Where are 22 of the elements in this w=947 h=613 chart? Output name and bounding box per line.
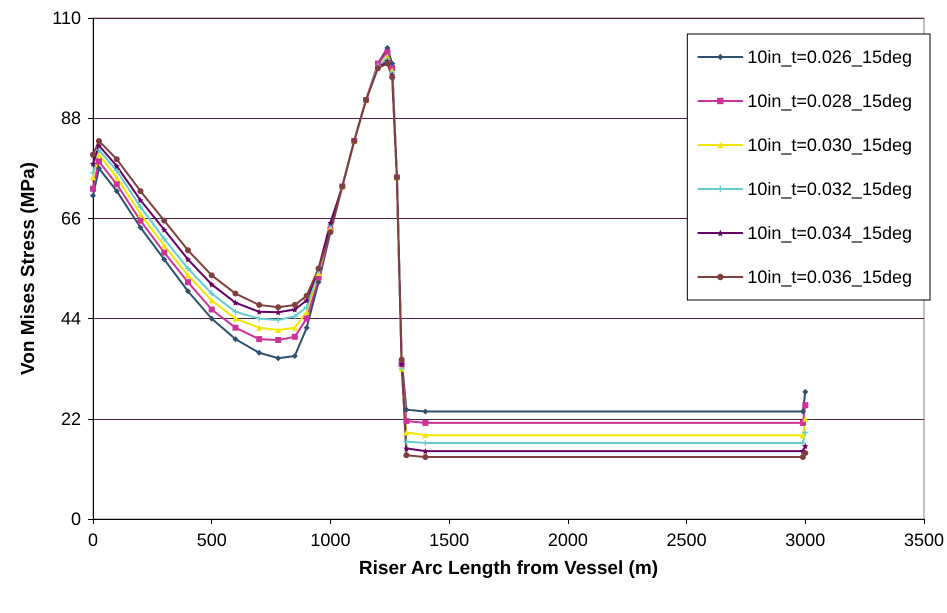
x-tick-label: 2500 [666,530,707,550]
x-tick-label: 1000 [310,530,350,550]
y-tick-label: 110 [52,8,81,28]
x-tick-label: 500 [196,530,227,550]
x-axis-title: Riser Arc Length from Vessel (m) [358,558,658,579]
x-tick-label: 2000 [548,530,588,550]
y-tick-label: 88 [60,108,81,128]
legend-label: 10in_t=0.032_15deg [747,179,912,199]
legend-label: 10in_t=0.030_15deg [747,135,912,155]
x-tick-label: 0 [88,530,98,550]
legend-label: 10in_t=0.028_15deg [747,91,912,111]
legend-label: 10in_t=0.026_15deg [747,47,912,67]
y-tick-label: 44 [60,308,81,329]
x-tick-label: 3500 [904,530,944,550]
y-axis-title: Von Mises Stress (MPa) [18,162,39,375]
x-tick-label: 3000 [785,530,826,550]
y-tick-label: 66 [60,208,81,228]
legend-label: 10in_t=0.036_15deg [747,267,912,287]
y-tick-label: 0 [70,509,81,529]
x-tick-label: 1500 [429,530,470,550]
y-tick-label: 22 [60,408,81,429]
legend-label: 10in_t=0.034_15deg [747,223,912,243]
